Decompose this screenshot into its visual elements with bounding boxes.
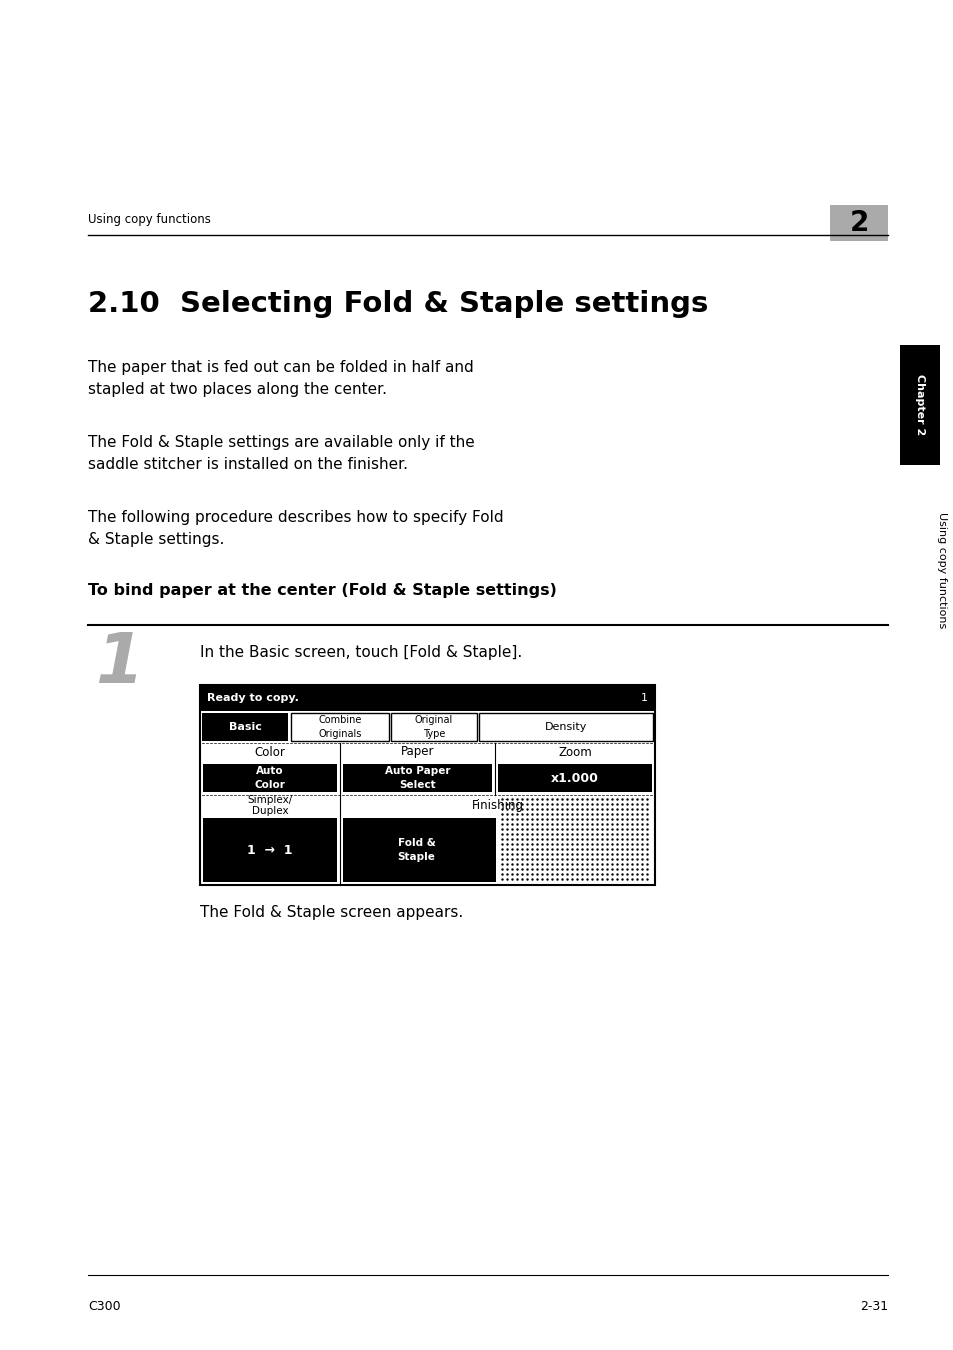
Bar xyxy=(202,713,288,741)
Text: Color: Color xyxy=(254,780,285,790)
Text: C300: C300 xyxy=(88,1300,120,1314)
Bar xyxy=(478,713,652,741)
Text: 2-31: 2-31 xyxy=(859,1300,887,1314)
Text: Basic: Basic xyxy=(229,722,261,732)
Bar xyxy=(203,764,336,792)
Text: To bind paper at the center (Fold & Staple settings): To bind paper at the center (Fold & Stap… xyxy=(88,583,557,598)
Text: Ready to copy.: Ready to copy. xyxy=(207,693,298,703)
Bar xyxy=(343,764,492,792)
Text: Color: Color xyxy=(254,745,285,759)
Text: Select: Select xyxy=(398,780,436,790)
Text: Duplex: Duplex xyxy=(252,806,288,815)
Text: Density: Density xyxy=(545,722,587,732)
Text: x1.000: x1.000 xyxy=(551,771,598,784)
Text: Zoom: Zoom xyxy=(558,745,591,759)
Text: Original: Original xyxy=(415,716,453,725)
Text: Fold &: Fold & xyxy=(397,838,435,848)
Text: Staple: Staple xyxy=(397,852,435,863)
Text: 2: 2 xyxy=(848,209,868,238)
Text: 1: 1 xyxy=(95,630,143,697)
Text: The Fold & Staple screen appears.: The Fold & Staple screen appears. xyxy=(200,904,463,919)
Text: Chapter 2: Chapter 2 xyxy=(914,374,924,436)
Bar xyxy=(497,764,651,792)
Text: Using copy functions: Using copy functions xyxy=(88,213,211,227)
Text: The paper that is fed out can be folded in half and
stapled at two places along : The paper that is fed out can be folded … xyxy=(88,360,474,397)
Bar xyxy=(343,818,496,882)
Bar xyxy=(899,346,939,464)
Text: Combine: Combine xyxy=(318,716,361,725)
Text: In the Basic screen, touch [Fold & Staple].: In the Basic screen, touch [Fold & Stapl… xyxy=(200,645,521,660)
Text: The following procedure describes how to specify Fold
& Staple settings.: The following procedure describes how to… xyxy=(88,510,503,547)
Bar xyxy=(391,713,476,741)
Bar xyxy=(203,818,336,882)
Text: Auto Paper: Auto Paper xyxy=(384,765,450,776)
Text: Using copy functions: Using copy functions xyxy=(936,512,946,628)
Text: Finishing: Finishing xyxy=(471,798,523,811)
Bar xyxy=(200,684,655,711)
Bar xyxy=(829,205,887,242)
Text: Simplex/: Simplex/ xyxy=(247,795,293,805)
Text: Originals: Originals xyxy=(318,729,361,738)
Text: 2.10  Selecting Fold & Staple settings: 2.10 Selecting Fold & Staple settings xyxy=(88,290,708,319)
Text: Auto: Auto xyxy=(256,765,283,776)
Text: 1: 1 xyxy=(640,693,647,703)
Text: Paper: Paper xyxy=(400,745,434,759)
Text: The Fold & Staple settings are available only if the
saddle stitcher is installe: The Fold & Staple settings are available… xyxy=(88,435,475,471)
Bar xyxy=(200,684,655,886)
Text: 1  →  1: 1 → 1 xyxy=(247,844,293,856)
Text: Type: Type xyxy=(422,729,445,738)
Bar xyxy=(291,713,389,741)
